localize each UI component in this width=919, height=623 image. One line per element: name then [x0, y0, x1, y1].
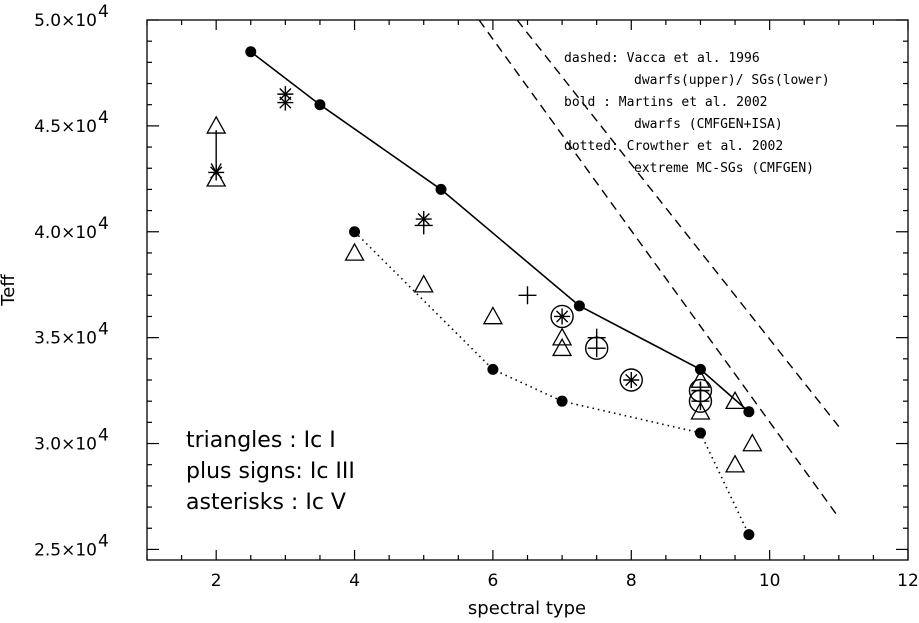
annotation-line-5: dotted: Crowther et al. 2002 [564, 139, 783, 154]
annotation-block: dashed: Vacca et al. 1996 dwarfs(upper)/… [564, 51, 830, 176]
y-tick-label: 3.0×10 [34, 435, 97, 455]
triangle-marker [344, 242, 365, 261]
series-line-dotted-3 [353, 231, 750, 535]
triangle-marker [413, 274, 434, 293]
y-tick-exponent: 4 [98, 108, 109, 128]
x-tick-label: 4 [349, 571, 360, 591]
marker-legend: triangles : Ic I plus signs: Ic III aste… [186, 428, 355, 515]
plus-marker [518, 286, 537, 305]
model-point [435, 183, 447, 195]
triangle-marker [482, 306, 504, 325]
model-point [694, 427, 706, 439]
series-line-dashed-0 [516, 19, 840, 428]
annotation-line-1: dashed: Vacca et al. 1996 [564, 51, 760, 66]
arrow-head [210, 163, 222, 174]
model-point [573, 300, 585, 312]
annotation-line-2: dwarfs(upper)/ SGs(lower) [634, 73, 830, 88]
series-line-dashed-1 [478, 19, 840, 519]
x-tick-label: 12 [897, 571, 919, 591]
model-point [743, 406, 755, 418]
x-tick-label: 8 [626, 571, 637, 591]
legend-line-triangles: triangles : Ic I [186, 428, 336, 453]
annotation-line-4: dwarfs (CMFGEN+ISA) [634, 117, 783, 132]
circled-plus-marker [587, 339, 606, 358]
x-tick-label: 10 [759, 571, 781, 591]
y-tick-label: 2.5×10 [34, 540, 97, 560]
x-tick-label: 6 [487, 571, 498, 591]
model-point [314, 99, 326, 111]
annotation-line-6: extreme MC-SGs (CMFGEN) [634, 161, 814, 176]
triangle-marker [742, 433, 763, 452]
circle-ring [619, 368, 643, 392]
circle-ring [688, 389, 713, 413]
model-point [245, 46, 257, 58]
triangle-marker [551, 327, 573, 346]
asterisk-marker [277, 86, 294, 103]
circle-ring [550, 304, 574, 329]
y-tick-exponent: 4 [98, 2, 109, 22]
model-point [349, 226, 361, 238]
ast-d2 [625, 373, 638, 387]
asterisk-marker [415, 211, 432, 228]
ast-d2 [417, 212, 430, 226]
ast-d2 [279, 96, 292, 109]
y-tick-exponent: 4 [98, 531, 109, 551]
y-tick-exponent: 4 [98, 320, 109, 340]
y-tick-label: 4.0×10 [34, 223, 97, 243]
annotation-line-3: bold : Martins et al. 2002 [564, 95, 768, 110]
circled-asterisk-marker [623, 372, 640, 388]
model-point [556, 395, 568, 407]
triangle-marker [724, 454, 746, 473]
series-line-bold-2 [250, 51, 750, 413]
legend-line-asterisks: asterisks : Ic V [186, 490, 346, 515]
ast-d2 [555, 310, 569, 323]
legend-line-plus: plus signs: Ic III [186, 459, 355, 484]
y-axis-label: Teff [0, 274, 19, 307]
triangle-marker [724, 390, 746, 410]
model-point [487, 363, 499, 375]
y-tick-label: 3.5×10 [34, 329, 97, 349]
circled-asterisk-marker [554, 308, 571, 325]
circled-plus-marker [691, 392, 710, 411]
series-lines [245, 19, 840, 541]
ast-d2 [279, 88, 292, 101]
circle-ring [584, 336, 609, 360]
y-tick-label: 4.5×10 [34, 117, 97, 137]
model-point [694, 363, 706, 375]
y-tick-exponent: 4 [98, 214, 109, 234]
asterisk-marker [277, 94, 294, 111]
ticks [146, 19, 909, 560]
y-tick-label: 5.0×10 [34, 11, 97, 31]
triangle-marker [551, 337, 573, 357]
model-point [743, 529, 755, 541]
markers [206, 86, 763, 473]
tick-labels: 2 4 6 8 10 122.5×10 43.0×10 43.5×10 44.0×10 44.5×… [34, 2, 919, 591]
x-axis-label: spectral type [468, 598, 586, 619]
x-tick-label: 2 [211, 571, 222, 591]
y-tick-exponent: 4 [98, 426, 109, 446]
